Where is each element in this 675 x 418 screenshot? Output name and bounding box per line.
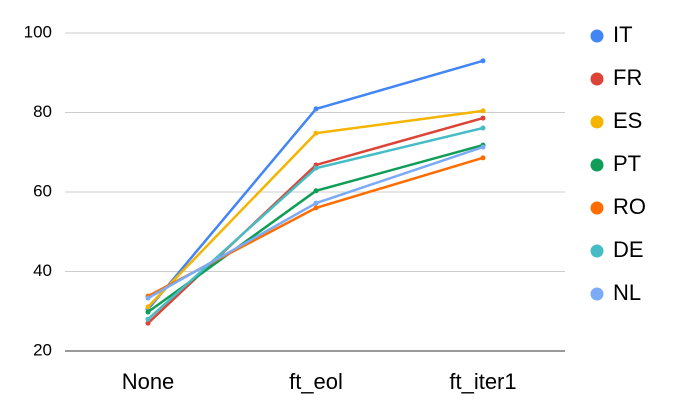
data-point — [313, 205, 319, 211]
legend-label: DE — [613, 237, 644, 262]
y-tick-label: 60 — [33, 181, 52, 200]
data-point — [145, 295, 151, 301]
y-tick-label: 80 — [33, 102, 52, 121]
data-point — [480, 115, 486, 121]
legend-label: RO — [613, 194, 646, 219]
data-point — [313, 165, 319, 171]
data-point — [480, 58, 486, 64]
data-point — [145, 309, 151, 315]
data-point — [313, 106, 319, 112]
legend-marker — [590, 29, 604, 43]
data-point — [313, 188, 319, 194]
legend-label: ES — [613, 108, 642, 133]
x-tick-label: ft_iter1 — [449, 369, 516, 394]
data-point — [480, 144, 486, 150]
series-line — [147, 116, 484, 325]
data-point — [313, 200, 319, 206]
data-point — [145, 316, 151, 322]
series-line — [147, 126, 484, 321]
legend-label: FR — [613, 65, 642, 90]
legend-marker — [590, 158, 604, 172]
legend-label: PT — [613, 151, 641, 176]
data-point — [145, 304, 151, 310]
data-point — [480, 108, 486, 114]
legend-marker — [590, 115, 604, 129]
x-tick-label: ft_eol — [289, 369, 343, 394]
legend-marker — [590, 201, 604, 215]
data-point — [480, 155, 486, 161]
data-point — [145, 320, 151, 326]
y-tick-label: 100 — [24, 22, 52, 41]
y-tick-label: 40 — [33, 261, 52, 280]
y-tick-label: 20 — [33, 340, 52, 359]
legend-label: NL — [613, 280, 641, 305]
data-point — [313, 130, 319, 136]
legend-marker — [590, 244, 604, 258]
legend-label: IT — [613, 22, 633, 47]
legend-marker — [590, 287, 604, 301]
legend-marker — [590, 72, 604, 86]
data-point — [480, 125, 486, 131]
x-tick-label: None — [122, 369, 175, 394]
